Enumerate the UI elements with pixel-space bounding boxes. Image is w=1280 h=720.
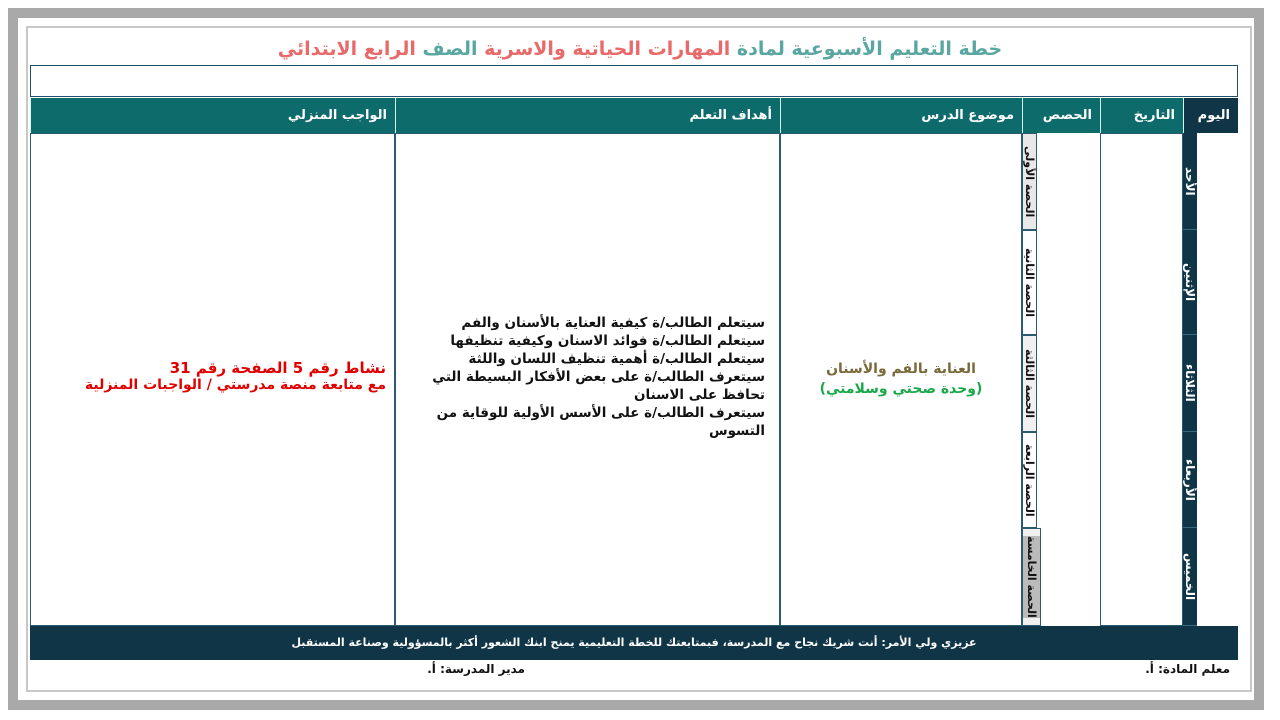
homework-line: مع متابعة منصة مدرستي / الواجبات المنزلي… — [84, 377, 386, 393]
day-cell: الإثنين — [1183, 230, 1197, 335]
day-cell: الثلاثاء — [1183, 335, 1197, 432]
period-label: الحصة الخامسة — [1023, 536, 1040, 618]
topic-title: العناية بالفم والأسنان — [826, 361, 976, 377]
objective-item: سيتعرف الطالب/ة على بعض الأفكار البسيطة … — [432, 369, 765, 403]
period-cell: الحصة الثالثة — [1022, 335, 1037, 432]
topic-cell: العناية بالفم والأسنان (وحدة صحتي وسلامت… — [780, 133, 1022, 626]
day-cell: الأربعاء — [1183, 432, 1197, 528]
day-cell: الخميس — [1183, 528, 1197, 626]
principal-signature: مدير المدرسة: أ. — [427, 662, 525, 676]
period-cell: الحصة الثانية — [1022, 230, 1037, 335]
day-cell: الأحد — [1183, 133, 1197, 230]
objective-item: سيتعرف الطالب/ة على الأسس الأولية للوقاي… — [436, 405, 765, 439]
header-objectives: أهداف التعلم — [395, 98, 780, 133]
day-column: الأحد الإثنين الثلاثاء الأربعاء الخميس — [1183, 133, 1238, 626]
header-date: التاريخ — [1100, 98, 1183, 133]
info-row — [30, 65, 1238, 97]
period-cell: الحصة الخامسة — [1022, 528, 1041, 626]
header-periods: الحصص — [1022, 98, 1100, 133]
homework-cell: نشاط رقم 5 الصفحة رقم 31 مع متابعة منصة … — [30, 133, 395, 626]
title-grade: الرابع الابتدائي — [277, 38, 416, 60]
page-title: خطة التعليم الأسبوعية لمادة المهارات الح… — [30, 38, 1250, 60]
topic-unit: (وحدة صحتي وسلامتي) — [819, 381, 983, 397]
date-cell — [1100, 133, 1183, 626]
header-day: اليوم — [1183, 98, 1238, 133]
header-topic: موضوع الدرس — [780, 98, 1022, 133]
objectives-cell: سيتعلم الطالب/ة كيفية العناية بالأسنان و… — [395, 133, 780, 626]
teacher-signature: معلم المادة: أ. — [1145, 662, 1230, 676]
period-cell: الحصة الأولى — [1022, 133, 1037, 230]
header-homework: الواجب المنزلي — [30, 98, 395, 133]
title-part: الصف — [415, 38, 485, 60]
title-part: خطة التعليم الأسبوعية لمادة — [730, 38, 1003, 60]
homework-line: نشاط رقم 5 الصفحة رقم 31 — [169, 359, 386, 377]
objective-item: سيتعلم الطالب/ة فوائد الاسنان وكيفية تنظ… — [450, 333, 765, 349]
period-cell: الحصة الرابعة — [1022, 432, 1037, 528]
objective-item: سيتعلم الطالب/ة كيفية العناية بالأسنان و… — [461, 315, 765, 331]
periods-column: الحصة الأولى الحصة الثانية الحصة الثالثة… — [1022, 133, 1100, 626]
title-subject: المهارات الحياتية والاسرية — [484, 38, 731, 60]
objective-item: سيتعلم الطالب/ة أهمية تنظيف اللسان واللث… — [468, 351, 765, 367]
parent-note: عزيزي ولي الأمر: أنت شريك نجاح مع المدرس… — [30, 626, 1238, 660]
